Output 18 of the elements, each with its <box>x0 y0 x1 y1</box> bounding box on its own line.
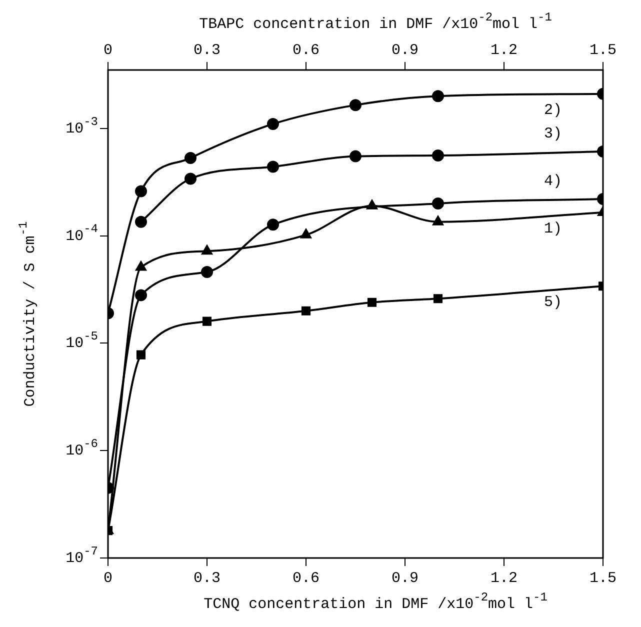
x-tick-label: 1.5 <box>589 42 617 59</box>
series-label: 3) <box>544 125 562 142</box>
x2-tick-label: 0 <box>103 570 113 587</box>
y-axis-title: Conductivity / S cm-1 <box>16 221 39 407</box>
x-tick-label: 1.2 <box>490 42 518 59</box>
x2-tick-label: 0.9 <box>391 570 419 587</box>
series-label: 4) <box>544 173 562 190</box>
x2-tick-label: 1.5 <box>589 570 617 587</box>
x2-tick-label: 0.3 <box>193 570 221 587</box>
x2-tick-label: 0.6 <box>292 570 320 587</box>
x2-tick-label: 1.2 <box>490 570 518 587</box>
x-tick-label: 0.6 <box>292 42 320 59</box>
x-tick-label: 0.3 <box>193 42 221 59</box>
x-tick-label: 0 <box>103 42 113 59</box>
series-label: 5) <box>544 294 562 312</box>
series-label: 2) <box>544 102 562 119</box>
x-tick-label: 0.9 <box>391 42 419 59</box>
series-label: 1) <box>544 220 562 238</box>
